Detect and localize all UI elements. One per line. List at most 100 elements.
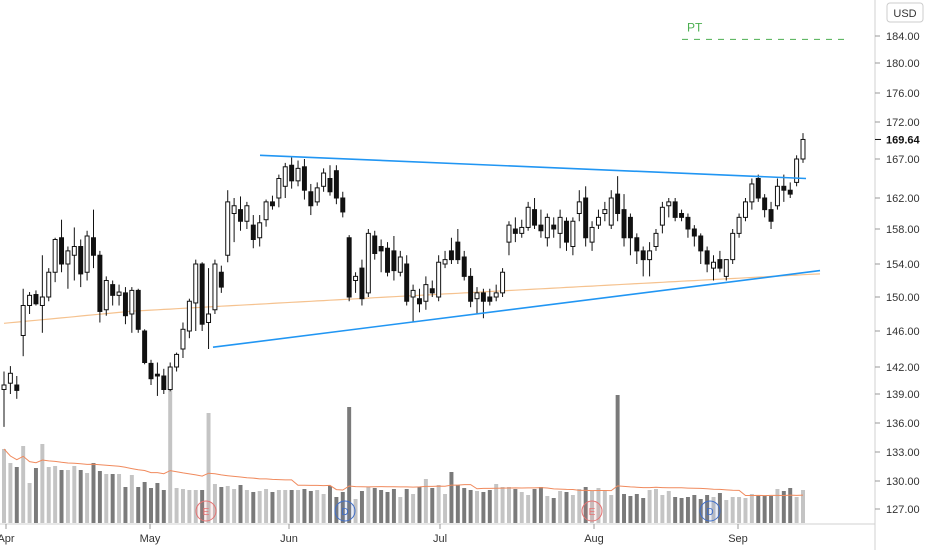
- candle-body: [250, 224, 256, 240]
- candle-body: [308, 191, 314, 207]
- time-axis[interactable]: Apr May Jun Jul Aug Sep: [0, 523, 875, 545]
- pt-annotation: PT: [682, 20, 850, 40]
- price-tick-label: 184.00: [886, 31, 920, 43]
- volume-bar: [417, 487, 422, 523]
- volume-bar: [251, 492, 256, 523]
- candle-body: [429, 288, 435, 294]
- volume-bar: [730, 497, 735, 523]
- volume-bar: [193, 490, 198, 523]
- volume-bar: [270, 492, 275, 523]
- candle-body: [110, 284, 116, 296]
- volume-bar: [212, 484, 217, 523]
- candle: [91, 209, 96, 269]
- currency-label[interactable]: USD: [893, 8, 916, 20]
- candle: [653, 229, 659, 251]
- candle-body: [186, 300, 192, 332]
- candle-body: [206, 313, 212, 323]
- volume-bar: [200, 490, 205, 523]
- volume-bar: [334, 497, 339, 523]
- price-tick-label: 180.00: [886, 58, 920, 70]
- candle: [589, 221, 595, 251]
- candle: [333, 165, 339, 205]
- volume-bar: [321, 494, 326, 523]
- candle: [672, 198, 678, 222]
- candle: [308, 183, 314, 216]
- candle-body: [39, 296, 45, 306]
- volume-bar: [187, 490, 192, 523]
- volume-bar: [500, 487, 505, 523]
- volume-bar: [519, 492, 524, 523]
- volume-bar: [149, 488, 153, 523]
- volume-bar: [302, 489, 307, 523]
- volume-bar: [570, 495, 575, 523]
- candle: [640, 246, 646, 277]
- candle: [723, 259, 729, 281]
- volume-bar: [545, 496, 550, 523]
- price-axis[interactable]: 184.00 180.00 176.00 172.00 167.00 162.00 158.…: [874, 0, 920, 550]
- candle-body: [564, 220, 569, 243]
- volume-bar: [110, 474, 115, 523]
- volume-bar: [379, 490, 384, 523]
- candle: [442, 250, 448, 269]
- candle-body: [621, 209, 627, 239]
- candle: [59, 219, 65, 273]
- volume-bar: [40, 444, 45, 523]
- volume-bar: [423, 479, 428, 523]
- candle-body: [736, 216, 742, 234]
- candle: [711, 255, 716, 281]
- candle-body: [97, 254, 103, 312]
- candle: [33, 290, 39, 306]
- volume-ma-line: [3, 448, 804, 497]
- candle-body: [595, 216, 601, 226]
- price-tick-label: 162.00: [886, 193, 920, 205]
- candle: [225, 190, 231, 263]
- candle-body: [455, 241, 461, 261]
- volume-moving-average: [3, 448, 804, 497]
- volume-bar: [794, 497, 799, 523]
- volume-bar: [315, 490, 320, 523]
- volume-bar: [756, 495, 761, 523]
- candle: [410, 284, 416, 323]
- candle: [717, 250, 723, 273]
- currency-badge[interactable]: USD: [886, 2, 924, 23]
- time-tick-label: Apr: [0, 533, 15, 545]
- volume-bar: [468, 490, 473, 523]
- candle-body: [365, 232, 371, 294]
- candle-body: [781, 185, 787, 191]
- volume-bar: [359, 491, 364, 523]
- candle-body: [135, 289, 141, 330]
- candle-body: [742, 201, 748, 218]
- candle: [122, 287, 128, 325]
- candle: [353, 272, 359, 293]
- candle: [512, 217, 518, 243]
- candle: [659, 201, 665, 234]
- marker-letter: D: [706, 507, 713, 518]
- candle-body: [346, 237, 352, 298]
- volume-bar: [27, 483, 32, 523]
- volume-bar: [53, 466, 58, 523]
- candle-body: [506, 224, 512, 243]
- candle: [269, 195, 275, 210]
- candle-body: [698, 235, 704, 252]
- volume-bar: [711, 497, 716, 523]
- candle: [257, 215, 263, 247]
- volume-bar: [411, 494, 416, 523]
- candle-body: [27, 294, 33, 307]
- candle: [154, 362, 160, 396]
- candle-body: [148, 362, 154, 380]
- volume-bars: [2, 383, 805, 523]
- marker-letter: E: [589, 507, 596, 518]
- candle: [493, 284, 499, 302]
- candle-body: [257, 222, 263, 239]
- volume-bar: [398, 497, 403, 523]
- candle-body: [794, 158, 800, 183]
- currency-badge-box[interactable]: [886, 2, 924, 23]
- candle-body: [474, 292, 480, 300]
- time-tick-label: Jul: [433, 533, 447, 545]
- candlesticks: [1, 133, 806, 427]
- candle: [500, 268, 506, 297]
- candle-body: [685, 216, 691, 230]
- volume-bar: [430, 488, 435, 523]
- earnings-marker: E: [195, 500, 217, 522]
